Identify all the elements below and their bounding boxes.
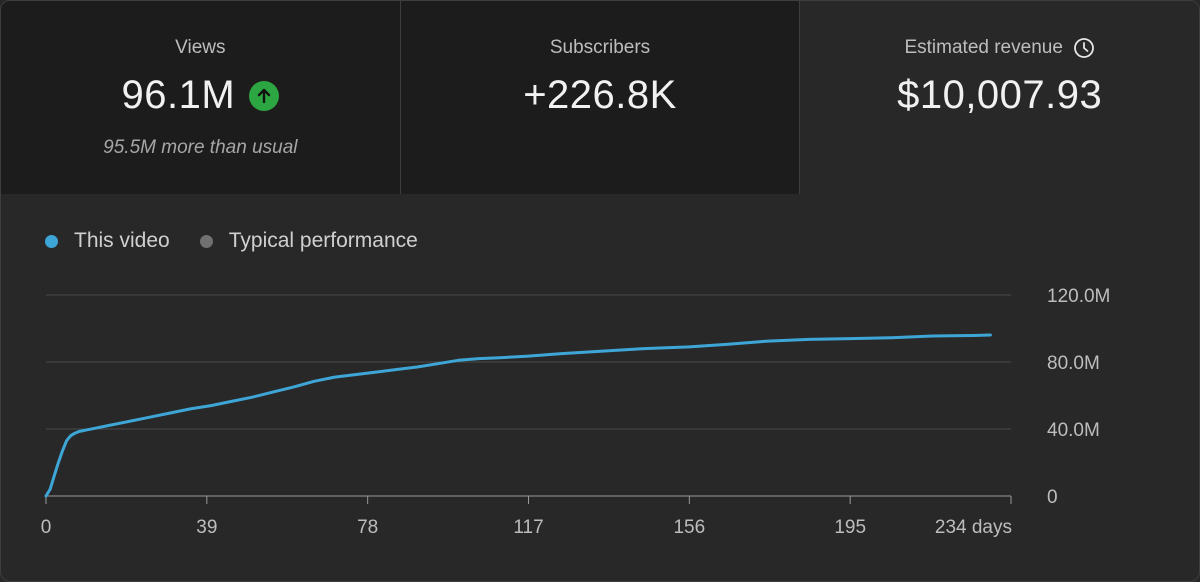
- x-tick-label: 117: [513, 517, 543, 538]
- x-tick-label: 39: [196, 517, 217, 538]
- x-tick-label: 234 days: [935, 517, 1012, 538]
- series-line-this-video: [46, 335, 990, 496]
- y-tick-label: 80.0M: [1047, 353, 1100, 374]
- x-tick-label: 78: [357, 517, 378, 538]
- y-tick-label: 0: [1047, 487, 1058, 508]
- x-tick-label: 195: [834, 517, 866, 538]
- y-tick-label: 40.0M: [1047, 420, 1100, 441]
- x-tick-label: 0: [41, 517, 52, 538]
- views-line-chart: 0 40.0M 80.0M 120.0M 0 39 78 117 156 195 234 days: [1, 1, 1199, 555]
- y-tick-label: 120.0M: [1047, 286, 1110, 307]
- x-tick-label: 156: [673, 517, 705, 538]
